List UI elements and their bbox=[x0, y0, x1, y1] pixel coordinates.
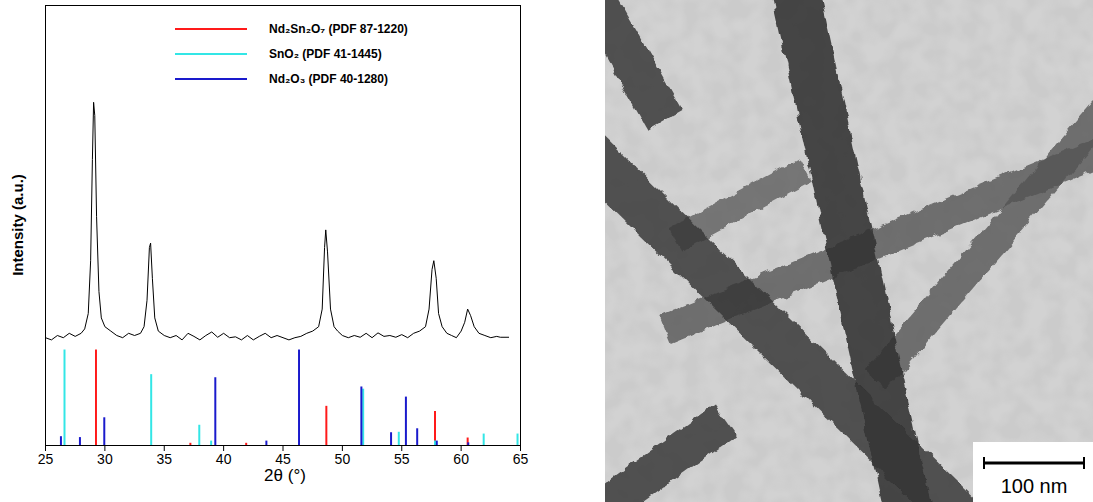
svg-text:100 nm: 100 nm bbox=[1001, 475, 1068, 497]
svg-text:25: 25 bbox=[38, 451, 54, 467]
html-text:Intensity (a.u.): Intensity (a.u.) bbox=[8, 174, 26, 276]
svg-text:60: 60 bbox=[453, 451, 469, 467]
svg-text:45: 45 bbox=[275, 451, 291, 467]
html-text:Nd₂O₃ (PDF 40-1280): Nd₂O₃ (PDF 40-1280) bbox=[269, 71, 388, 86]
html-text:SnO₂ (PDF 41-1445): SnO₂ (PDF 41-1445) bbox=[269, 46, 382, 61]
svg-text:50: 50 bbox=[335, 451, 351, 467]
svg-text:30: 30 bbox=[97, 451, 113, 467]
svg-text:35: 35 bbox=[156, 451, 172, 467]
html-text:2θ (°): 2θ (°) bbox=[264, 466, 306, 485]
svg-text:40: 40 bbox=[216, 451, 232, 467]
svg-text:65: 65 bbox=[513, 451, 529, 467]
svg-text:55: 55 bbox=[394, 451, 410, 467]
html-text:Nd₂Sn₂O₇ (PDF 87-1220): Nd₂Sn₂O₇ (PDF 87-1220) bbox=[269, 21, 408, 36]
